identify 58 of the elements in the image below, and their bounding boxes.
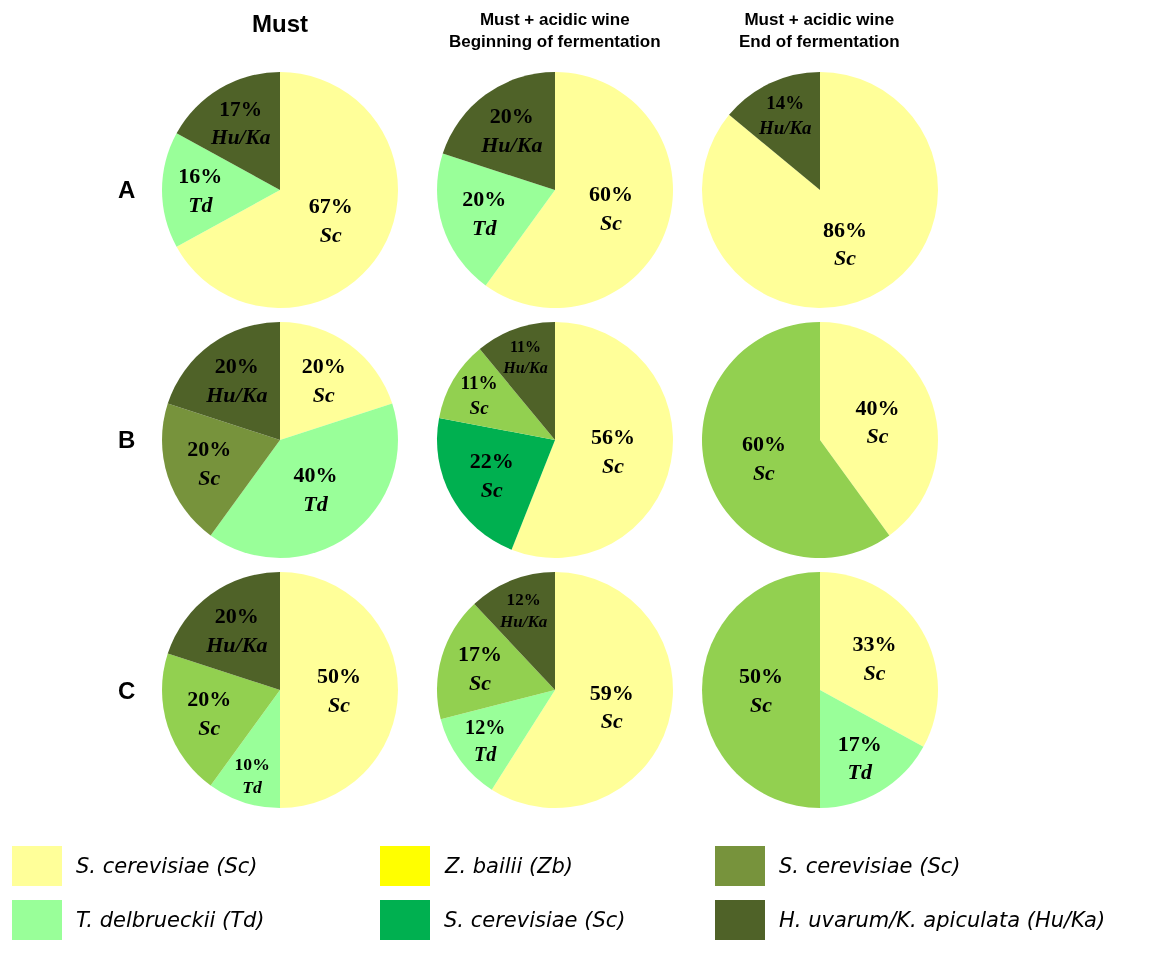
data-label: 17% Sc <box>457 641 502 695</box>
data-label: 40% Sc <box>855 394 900 449</box>
data-label: 20% Hu/Ka <box>480 103 543 157</box>
pie-slice <box>437 153 555 286</box>
data-label: 50% Sc <box>739 663 783 717</box>
data-label: 17% Td <box>837 730 882 785</box>
data-label: 12% Hu/Ka <box>498 589 548 631</box>
category-label: S. cerevisiae (Sc) <box>76 854 258 878</box>
text: B <box>118 426 136 453</box>
pie-slice <box>440 690 555 790</box>
category-label: H. uvarum/K. apiculata (Hu/Ka) <box>779 908 1106 932</box>
chart-title: Must <box>252 10 308 37</box>
pie-slice <box>702 72 938 308</box>
data-label: 50% Sc <box>317 663 361 717</box>
pie-slice <box>442 72 555 190</box>
pie-slice <box>729 72 820 190</box>
pie-slice <box>162 403 280 536</box>
pie-slice <box>437 603 555 720</box>
data-label: 20% Hu/Ka <box>205 603 268 657</box>
data-label: 59% Sc <box>589 679 634 734</box>
pie-slice <box>280 572 398 808</box>
chart-title: Must + acidic wine Beginning of fermentation <box>449 10 661 52</box>
pie-slice <box>280 322 393 440</box>
data-label: 17% Hu/Ka <box>210 97 271 149</box>
data-label: 20% Sc <box>187 686 232 740</box>
pie-slice <box>176 72 280 190</box>
data-label: 20% Td <box>462 186 507 240</box>
text: C <box>118 677 136 704</box>
pie-slice <box>167 572 280 690</box>
data-label: 22% Sc <box>469 447 514 502</box>
data-label: 20% Hu/Ka <box>205 353 268 407</box>
category-label: S. cerevisiae (Sc) <box>444 908 626 932</box>
pie-slice <box>176 72 398 308</box>
pie-slice <box>702 572 820 808</box>
data-label: 10% Td <box>234 754 270 798</box>
data-label: 56% Sc <box>590 424 635 478</box>
text: A <box>118 176 136 203</box>
data-label: 20% Sc <box>187 436 232 490</box>
chart-title: Must + acidic wine End of fermentation <box>739 10 900 52</box>
data-label: 60% Sc <box>589 181 634 236</box>
data-label: 20% Sc <box>301 353 346 407</box>
data-label: 11% Hu/Ka <box>502 338 548 376</box>
category-label: S. cerevisiae (Sc) <box>779 854 961 878</box>
data-label: 14% Hu/Ka <box>757 92 812 138</box>
data-label: 12% Td <box>465 716 506 765</box>
category-label: T. delbrueckii (Td) <box>76 908 265 932</box>
category-label: Z. bailii (Zb) <box>444 854 574 878</box>
data-label: 67% Sc <box>308 193 353 247</box>
data-label: 16% Td <box>178 163 223 217</box>
data-label: 33% Sc <box>852 630 897 685</box>
pie-slice <box>167 322 280 440</box>
pie-slice <box>820 690 924 808</box>
pie-slice <box>437 417 555 550</box>
data-label: 11% Sc <box>460 372 498 419</box>
data-label: 86% Sc <box>823 216 868 271</box>
pie-slice <box>820 322 938 536</box>
data-label: 40% Td <box>293 462 338 516</box>
data-label: 60% Sc <box>741 431 786 486</box>
